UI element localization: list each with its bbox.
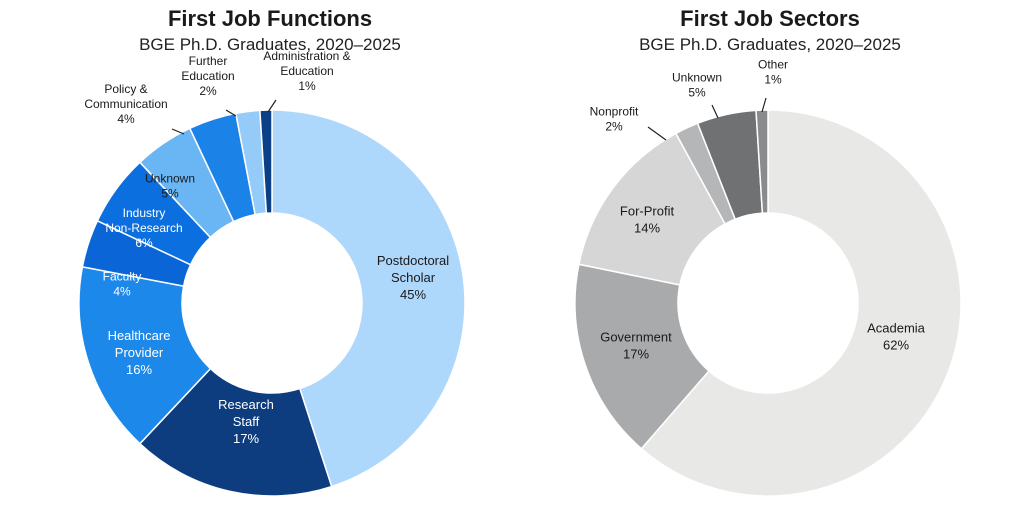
slice-label-line: Administration & <box>263 49 350 63</box>
slice-research-staff <box>138 367 333 497</box>
leader-line <box>171 128 185 135</box>
slice-label-line: Provider <box>115 345 164 360</box>
leader-line <box>711 104 719 119</box>
slice-percent: 14% <box>634 221 660 236</box>
slice-label-faculty: Faculty 4% <box>103 270 142 299</box>
leader-line <box>267 99 277 113</box>
slice-label-academia: Academia 62% <box>867 321 926 353</box>
leader-line <box>761 97 767 113</box>
slice-percent: 62% <box>883 338 909 353</box>
slice-percent: 4% <box>113 285 131 299</box>
slice-label-line: Communication <box>84 97 167 111</box>
slice-label-line: Scholar <box>391 270 436 285</box>
slice-label-policy-communication: Policy & Communication 4% <box>84 82 167 126</box>
slice-administration-education <box>259 109 273 214</box>
slice-label-line: For-Profit <box>620 204 675 219</box>
slice-label-research-staff: Research Staff 17% <box>218 397 274 446</box>
slice-label-line: Government <box>600 330 672 345</box>
slice-label-line: Faculty <box>103 270 142 284</box>
slice-percent: 2% <box>605 120 623 134</box>
slice-label-line: Non-Research <box>105 221 182 235</box>
slice-percent: 17% <box>233 431 259 446</box>
slice-label-nonprofit: Nonprofit 2% <box>590 105 639 134</box>
slice-percent: 5% <box>688 86 706 100</box>
chart-subtitle: BGE Ph.D. Graduates, 2020–2025 <box>639 35 901 54</box>
slice-postdoctoral-scholar <box>271 109 466 488</box>
slice-label-for-profit: For-Profit 14% <box>620 204 675 236</box>
slice-label-line: Education <box>280 64 333 78</box>
job-functions-chart: First Job Functions BGE Ph.D. Graduates,… <box>78 6 466 497</box>
slice-percent: 17% <box>623 347 649 362</box>
slice-percent: 16% <box>126 362 152 377</box>
slice-label-line: Further <box>189 54 228 68</box>
slice-label-line: Academia <box>867 321 926 336</box>
chart-title: First Job Sectors <box>680 6 860 31</box>
slice-label-line: Research <box>218 397 274 412</box>
slice-label-administration-education: Administration & Education 1% <box>263 49 350 93</box>
leader-line <box>225 109 237 117</box>
slice-label-line: Postdoctoral <box>377 253 449 268</box>
slice-label-line: Other <box>758 58 788 72</box>
slice-government <box>574 263 711 450</box>
slice-label-government: Government 17% <box>600 330 672 362</box>
slice-label-postdoctoral-scholar: Postdoctoral Scholar 45% <box>377 253 449 302</box>
slice-label-line: Staff <box>233 414 260 429</box>
slice-percent: 1% <box>298 79 316 93</box>
slice-label-unknown: Unknown 5% <box>672 71 722 100</box>
slice-percent: 1% <box>764 73 782 87</box>
slice-percent: 6% <box>135 236 153 250</box>
slice-label-line: Policy & <box>104 82 147 96</box>
slice-academia <box>640 109 962 497</box>
slice-for-profit <box>578 132 727 286</box>
slice-label-other: Other 1% <box>758 58 788 87</box>
slice-label-line: Nonprofit <box>590 105 639 119</box>
job-sectors-chart: First Job Sectors BGE Ph.D. Graduates, 2… <box>574 6 962 497</box>
slice-percent: 2% <box>199 84 217 98</box>
slice-percent: 45% <box>400 287 426 302</box>
slice-label-healthcare-provider: Healthcare Provider 16% <box>108 328 171 377</box>
slice-percent: 5% <box>161 187 179 201</box>
slice-label-industry-non-research: Industry Non-Research 6% <box>105 206 182 250</box>
slice-label-line: Unknown <box>145 172 195 186</box>
slice-label-further-education: Further Education 2% <box>181 54 234 98</box>
leader-line <box>647 126 667 141</box>
slice-label-unknown: Unknown 5% <box>145 172 195 201</box>
chart-subtitle: BGE Ph.D. Graduates, 2020–2025 <box>139 35 401 54</box>
chart-title: First Job Functions <box>168 6 372 31</box>
slice-percent: 4% <box>117 112 135 126</box>
slice-label-line: Healthcare <box>108 328 171 343</box>
slice-label-line: Industry <box>123 206 166 220</box>
slice-other <box>755 109 769 214</box>
slice-label-line: Education <box>181 69 234 83</box>
slice-label-line: Unknown <box>672 71 722 85</box>
slice-healthcare-provider <box>78 265 212 445</box>
